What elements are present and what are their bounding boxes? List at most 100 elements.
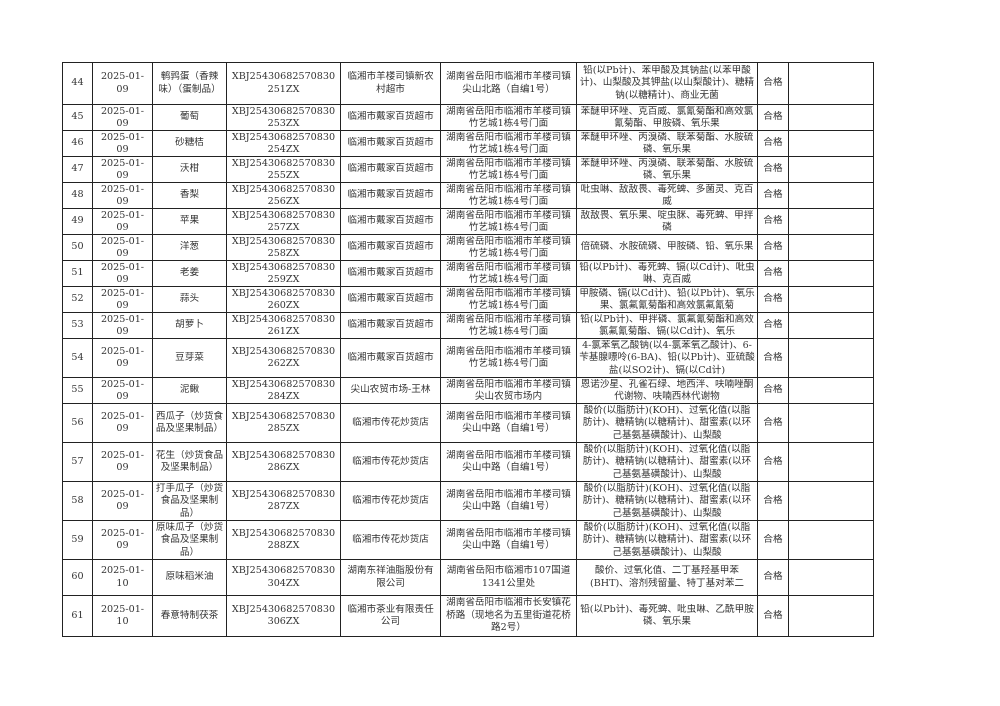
cell-address: 湖南省岳阳市临湘市羊楼司镇尖山北路（自编1号） (440, 62, 577, 105)
result-text: 合格 (763, 293, 783, 305)
no-text: 54 (71, 351, 84, 363)
code-text: XBJ25430682570830286ZX (231, 449, 336, 474)
cell-code: XBJ25430682570830258ZX (226, 234, 341, 261)
cell-items: 酸价(以脂肪计)(KOH)、过氧化值(以脂肪计)、糖精钠(以糖精计)、甜蜜素(以… (576, 403, 758, 443)
cell-seller: 湖南东祥油脂股份有限公司 (340, 559, 441, 596)
date-text: 2025-01-09 (100, 261, 145, 286)
date-text: 2025-01-09 (100, 105, 145, 130)
cell-no: 53 (62, 312, 93, 339)
cell-address: 湖南省岳阳市临湘市羊楼司镇竹艺城1栋4号门面 (440, 104, 577, 131)
cell-no: 61 (62, 595, 93, 637)
cell-result: 合格 (757, 442, 789, 482)
seller-text: 临湘市传花炒货店 (352, 533, 429, 545)
cell-result: 合格 (757, 182, 789, 209)
cell-result: 合格 (757, 62, 789, 105)
seller-text: 临湘市戴家百货超市 (347, 215, 434, 227)
no-text: 46 (71, 137, 84, 149)
table-row: 58 2025-01-09 打手瓜子（炒货食品及坚果制品） XBJ2543068257… (62, 481, 874, 521)
result-text: 合格 (763, 319, 783, 331)
cell-name: 胡萝卜 (152, 312, 227, 339)
result-text: 合格 (763, 77, 783, 89)
address-text: 湖南省岳阳市临湘市羊楼司镇竹艺城1栋4号门面 (446, 183, 571, 208)
cell-note (788, 234, 874, 261)
cell-note (788, 442, 874, 482)
cell-name: 花生（炒货食品及坚果制品） (152, 442, 227, 482)
table-row: 55 2025-01-09 泥鳅 XBJ25430682570830284ZX 尖山农贸… (62, 377, 874, 404)
date-text: 2025-01-09 (100, 131, 145, 156)
cell-address: 湖南省岳阳市临湘市羊楼司镇尖山中路（自编1号） (440, 442, 577, 482)
items-text: 苯醚甲环唑、丙溴磷、联苯菊酯、水胺硫磷、氧乐果 (580, 157, 754, 182)
address-text: 湖南省岳阳市临湘市羊楼司镇竹艺城1栋4号门面 (446, 157, 571, 182)
cell-no: 48 (62, 182, 93, 209)
cell-code: XBJ25430682570830262ZX (226, 338, 341, 378)
cell-code: XBJ25430682570830306ZX (226, 595, 341, 637)
items-text: 4-氯苯氧乙酸钠(以4-氯苯氧乙酸计)、6-苄基腺嘌呤(6-BA)、铅(以Pb计… (579, 339, 755, 376)
name-text: 苹果 (179, 215, 200, 227)
cell-items: 吡虫啉、敌敌畏、毒死蜱、多菌灵、克百威 (576, 182, 758, 209)
table-row: 49 2025-01-09 苹果 XBJ25430682570830257ZX 临湘市戴… (62, 208, 874, 235)
cell-no: 57 (62, 442, 93, 482)
seller-text: 临湘市戴家百货超市 (347, 351, 434, 363)
address-text: 湖南省岳阳市临湘市羊楼司镇尖山中路（自编1号） (446, 410, 571, 435)
table-row: 51 2025-01-09 老姜 XBJ25430682570830259ZX 临湘市戴… (62, 260, 874, 287)
cell-result: 合格 (757, 104, 789, 131)
seller-text: 临湘市戴家百货超市 (347, 137, 434, 149)
cell-result: 合格 (757, 260, 789, 287)
cell-seller: 临湘市戴家百货超市 (340, 130, 441, 157)
name-text: 西瓜子（炒货食品及坚果制品） (155, 410, 224, 435)
name-text: 打手瓜子（炒货食品及坚果制品） (155, 482, 224, 519)
cell-no: 51 (62, 260, 93, 287)
result-text: 合格 (763, 163, 783, 175)
table-row: 44 2025-01-09 鹌鹑蛋（香辣味）（蛋制品） XBJ254306825708… (62, 62, 874, 105)
cell-no: 56 (62, 403, 93, 443)
cell-seller: 临湘市戴家百货超市 (340, 312, 441, 339)
no-text: 51 (71, 267, 84, 279)
code-text: XBJ25430682570830254ZX (231, 131, 336, 156)
no-text: 59 (71, 533, 84, 545)
table-row: 61 2025-01-10 春意特制茯茶 XBJ25430682570830306ZX… (62, 595, 874, 637)
result-text: 合格 (763, 189, 783, 201)
date-text: 2025-01-09 (100, 449, 145, 474)
table-row: 53 2025-01-09 胡萝卜 XBJ25430682570830261ZX 临湘市… (62, 312, 874, 339)
code-text: XBJ25430682570830257ZX (231, 209, 336, 234)
cell-name: 原味稻米油 (152, 559, 227, 596)
code-text: XBJ25430682570830287ZX (231, 488, 336, 513)
address-text: 湖南省岳阳市临湘市羊楼司镇竹艺城1栋4号门面 (446, 235, 571, 260)
no-text: 58 (71, 494, 84, 506)
cell-date: 2025-01-09 (92, 338, 153, 378)
cell-address: 湖南省岳阳市临湘市羊楼司镇竹艺城1栋4号门面 (440, 156, 577, 183)
cell-address: 湖南省岳阳市临湘市羊楼司镇竹艺城1栋4号门面 (440, 312, 577, 339)
cell-code: XBJ25430682570830285ZX (226, 403, 341, 443)
address-text: 湖南省岳阳市临湘市羊楼司镇竹艺城1栋4号门面 (446, 313, 571, 338)
cell-code: XBJ25430682570830256ZX (226, 182, 341, 209)
cell-seller: 临湘市戴家百货超市 (340, 208, 441, 235)
cell-date: 2025-01-09 (92, 520, 153, 560)
cell-items: 苯醚甲环唑、丙溴磷、联苯菊酯、水胺硫磷、氧乐果 (576, 130, 758, 157)
seller-text: 临湘市戴家百货超市 (347, 189, 434, 201)
date-text: 2025-01-09 (100, 378, 145, 403)
name-text: 葡萄 (179, 111, 200, 123)
name-text: 鹌鹑蛋（香辣味）（蛋制品） (158, 71, 221, 95)
date-text: 2025-01-09 (100, 488, 145, 513)
cell-note (788, 338, 874, 378)
cell-items: 倍硫磷、水胺硫磷、甲胺磷、铅、氧乐果 (576, 234, 758, 261)
cell-seller: 临湘市戴家百货超市 (340, 156, 441, 183)
result-text: 合格 (763, 571, 783, 583)
cell-no: 44 (62, 62, 93, 105)
cell-no: 55 (62, 377, 93, 404)
name-text: 原味瓜子（炒货食品及坚果制品） (155, 521, 224, 558)
cell-name: 豆芽菜 (152, 338, 227, 378)
cell-items: 铅(以Pb计)、苯甲酸及其钠盐(以苯甲酸计)、山梨酸及其钾盐(以山梨酸计)、糖精… (576, 62, 758, 105)
address-text: 湖南省岳阳市临湘市羊楼司镇竹艺城1栋4号门面 (446, 209, 571, 234)
cell-code: XBJ25430682570830254ZX (226, 130, 341, 157)
cell-name: 泥鳅 (152, 377, 227, 404)
name-text: 花生（炒货食品及坚果制品） (155, 449, 224, 474)
cell-note (788, 286, 874, 313)
cell-result: 合格 (757, 481, 789, 521)
cell-result: 合格 (757, 338, 789, 378)
items-text: 吡虫啉、敌敌畏、毒死蜱、多菌灵、克百威 (580, 183, 754, 208)
code-text: XBJ25430682570830251ZX (231, 71, 336, 95)
cell-name: 春意特制茯茶 (152, 595, 227, 637)
date-text: 2025-01-09 (100, 287, 145, 312)
no-text: 57 (71, 455, 84, 467)
